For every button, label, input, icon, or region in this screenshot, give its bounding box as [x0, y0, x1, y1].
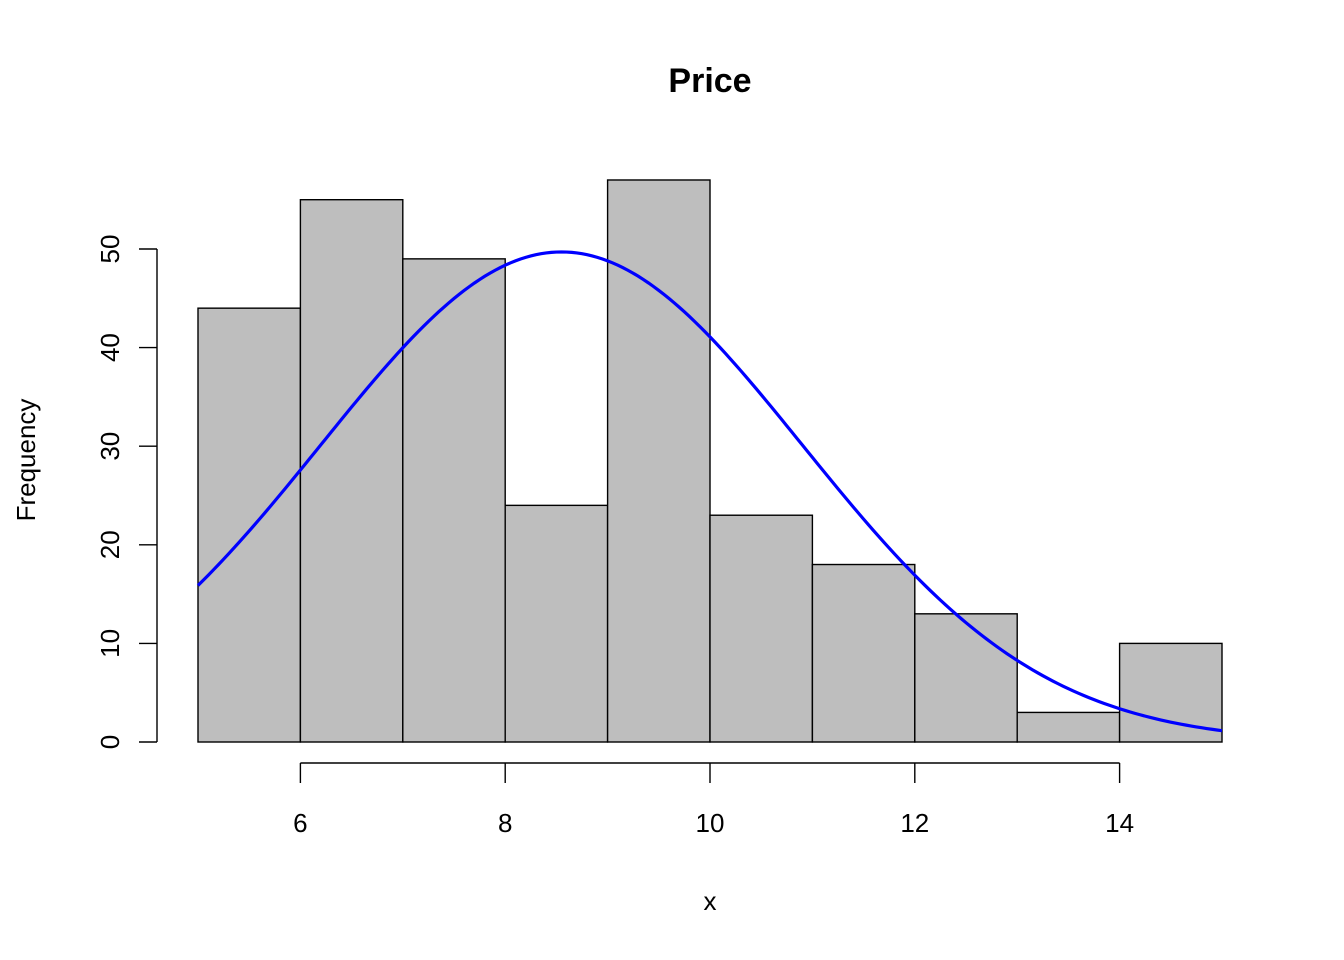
- y-tick-label: 10: [95, 629, 125, 658]
- histogram-bar: [811, 563, 916, 743]
- x-axis-label: x: [704, 886, 717, 916]
- y-axis: 0 10 20 30 40 50: [95, 235, 158, 749]
- x-tick-label: 6: [293, 808, 307, 838]
- x-axis: 6 8 10 12 14: [293, 762, 1134, 838]
- y-tick-label: 40: [95, 333, 125, 362]
- bars-group: [197, 179, 1223, 743]
- y-axis-label: Frequency: [11, 399, 41, 522]
- histogram-bar: [606, 179, 711, 743]
- x-tick-label: 8: [498, 808, 512, 838]
- histogram-bar: [914, 613, 1018, 743]
- histogram-bar: [709, 514, 814, 743]
- histogram-bar: [299, 198, 404, 743]
- x-tick-label: 14: [1105, 808, 1134, 838]
- x-tick-label: 10: [696, 808, 725, 838]
- y-tick-label: 0: [95, 735, 125, 749]
- histogram-bar: [504, 504, 609, 743]
- y-tick-label: 20: [95, 530, 125, 559]
- density-curve: [196, 250, 1223, 733]
- y-tick-label: 30: [95, 432, 125, 461]
- y-tick-label: 50: [95, 235, 125, 264]
- x-tick-label: 12: [900, 808, 929, 838]
- histogram-bar: [197, 307, 302, 743]
- histogram-bar: [1118, 642, 1223, 743]
- chart-title: Price: [668, 62, 751, 100]
- histogram-bar: [402, 258, 506, 743]
- histogram-bar: [1016, 711, 1121, 743]
